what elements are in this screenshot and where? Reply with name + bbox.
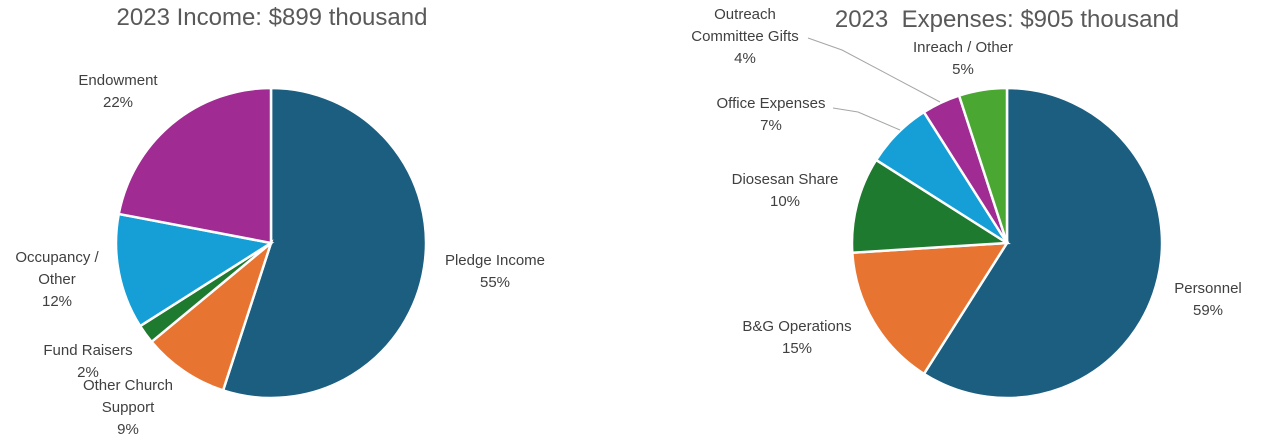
slice-label: Diosesan Share 10% — [715, 169, 855, 213]
slice-label: Endowment 22% — [68, 70, 168, 114]
pie-slice — [114, 212, 275, 328]
value-label: 59% — [1192, 302, 1224, 319]
pie-slice — [957, 86, 1009, 244]
chart-title: 2023 Income: $899 thousand — [116, 4, 428, 31]
slice-label: B&G Operations 15% — [727, 316, 867, 360]
value-label: 7% — [760, 117, 782, 134]
slice-label: Inreach / Other 5% — [898, 37, 1028, 81]
category-label: Personnel — [1174, 280, 1242, 297]
value-label: 55% — [479, 274, 511, 291]
category-label: Pledge Income — [444, 252, 546, 269]
pie-slice — [221, 86, 428, 400]
category-label: Office Expenses — [716, 95, 826, 112]
slice-label: Outreach Committee Gifts 4% — [680, 4, 810, 70]
leader-line — [807, 37, 941, 103]
category-label: Occupancy / Other — [15, 249, 99, 288]
chart-title: 2023 Expenses: $905 thousand — [834, 6, 1180, 33]
pie-slice — [117, 86, 273, 245]
value-label: 10% — [769, 193, 801, 210]
value-label: 5% — [952, 61, 974, 78]
slice-label: Pledge Income 55% — [430, 250, 560, 294]
pie-slice — [922, 86, 1164, 400]
value-label: 2% — [77, 364, 99, 381]
slice-label: Fund Raisers 2% — [28, 340, 148, 384]
category-label: Diosesan Share — [731, 171, 839, 188]
slice-label: Office Expenses 7% — [701, 93, 841, 137]
value-label: 12% — [41, 293, 73, 310]
value-label: 15% — [781, 340, 813, 357]
value-label: 22% — [102, 94, 134, 111]
category-label: Other Church Support — [82, 377, 174, 416]
category-label: B&G Operations — [742, 318, 852, 335]
category-label: Endowment — [78, 72, 158, 89]
value-label: 9% — [117, 421, 139, 438]
leader-line — [832, 107, 901, 131]
pie-slice — [850, 241, 1010, 376]
slice-label: Personnel 59% — [1158, 278, 1258, 322]
category-label: Outreach Committee Gifts — [691, 6, 799, 45]
slice-label: Occupancy / Other 12% — [2, 247, 112, 313]
slice-label: Other Church Support 9% — [68, 375, 188, 441]
pie-slice — [149, 239, 274, 392]
category-label: Fund Raisers — [43, 342, 133, 359]
category-label: Inreach / Other — [912, 39, 1014, 56]
value-label: 4% — [734, 50, 756, 67]
pie-slice — [850, 158, 1011, 255]
